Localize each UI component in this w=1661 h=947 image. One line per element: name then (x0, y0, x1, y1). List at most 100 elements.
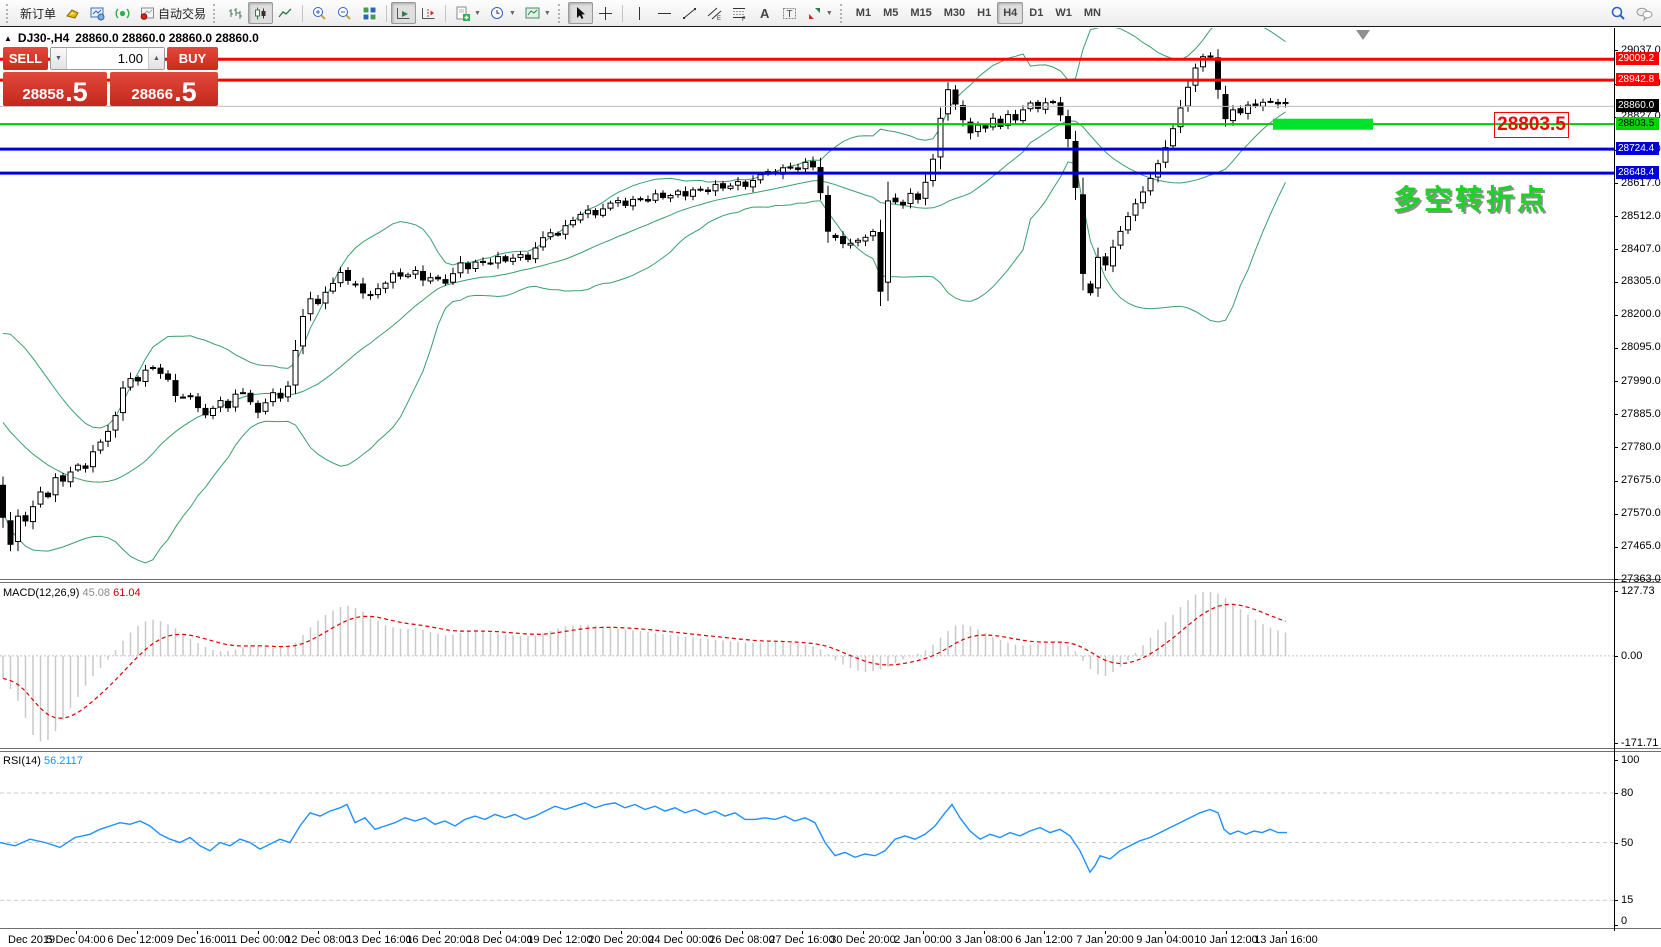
macd-bar (1127, 655, 1129, 661)
time-tick-mark (1105, 931, 1106, 934)
macd-bar (1112, 655, 1114, 672)
level-price-callout[interactable]: 28803.5 (1494, 112, 1569, 138)
timeframe-h4-button[interactable]: H4 (997, 2, 1024, 24)
periods-button[interactable]: ▼ (485, 2, 520, 24)
timeframe-mn-button[interactable]: MN (1078, 2, 1107, 24)
zoom-out-button[interactable] (332, 2, 357, 24)
sell-button[interactable]: SELL (3, 47, 48, 70)
toolbar-grip[interactable] (213, 3, 218, 23)
time-axis[interactable]: Dec 2019 5 Dec 04:00 6 Dec 12:00 9 Dec 16:0… (0, 931, 1661, 947)
macd-bar (932, 644, 934, 656)
panel-splitter[interactable] (0, 748, 1661, 752)
autotrading-button[interactable]: 自动交易 (135, 2, 210, 24)
candle (615, 200, 621, 204)
text-label-tool-button[interactable]: T (777, 2, 802, 24)
time-axis-label: 26 Dec 08:00 (709, 934, 775, 946)
candle (1147, 178, 1154, 192)
volume-decrease-button[interactable]: ▼ (51, 48, 67, 69)
price-tick-label: 28095.0 (1621, 341, 1661, 354)
timeframe-m15-button[interactable]: M15 (904, 2, 937, 24)
arrows-tool-button[interactable]: ▼ (802, 2, 837, 24)
candle (652, 193, 659, 201)
macd-tick-mark (1614, 655, 1618, 657)
text-tool-button[interactable]: A (752, 2, 777, 24)
macd-bar (242, 647, 244, 656)
candlestick-mode-button[interactable] (248, 2, 274, 24)
cursor-tool-button[interactable] (567, 2, 593, 24)
zoom-in-button[interactable] (307, 2, 332, 24)
indicators-button[interactable]: ▼ (450, 2, 485, 24)
candle (240, 392, 246, 395)
horizontal-line-tool-button[interactable] (652, 2, 677, 24)
toolbar-grip[interactable] (557, 3, 563, 23)
macd-bar (999, 640, 1002, 656)
macd-bar (534, 635, 537, 656)
collapse-panel-icon[interactable]: ▲ (4, 33, 12, 43)
toolbar-grip[interactable] (839, 3, 845, 23)
timeframe-w1-button[interactable]: W1 (1049, 2, 1078, 24)
gold-asset-icon-button[interactable] (60, 2, 85, 24)
turning-point-annotation[interactable]: 多空转折点 (1393, 184, 1549, 215)
bar-chart-mode-button[interactable] (223, 2, 248, 24)
symbol-header: ▲ DJ30-,H4 28860.0 28860.0 28860.0 28860… (4, 31, 259, 45)
chat-button[interactable] (1631, 2, 1658, 24)
price-axis[interactable]: 29037.028932.028827.028722.028617.028512… (1614, 0, 1661, 947)
candle (472, 261, 479, 270)
chart-window-icon-button[interactable] (85, 2, 110, 24)
tile-windows-button[interactable] (357, 2, 382, 24)
macd-bar (459, 632, 462, 656)
volume-stepper: ▼ 1.00 ▲ (50, 47, 165, 70)
fibonacci-tool-button[interactable]: F (727, 2, 752, 24)
candle (255, 402, 261, 413)
timeframe-h1-button[interactable]: H1 (971, 2, 997, 24)
equidistant-channel-tool-button[interactable]: E (702, 2, 727, 24)
buy-price-display[interactable]: 28866 .5 (110, 72, 218, 106)
candle (607, 202, 614, 209)
search-icon (1611, 6, 1625, 20)
crosshair-tool-button[interactable] (593, 2, 618, 24)
buy-price-pips: .5 (174, 77, 197, 107)
timeframe-m1-button[interactable]: M1 (850, 2, 877, 24)
macd-bar (1194, 594, 1197, 656)
signal-broadcast-icon-button[interactable] (110, 2, 135, 24)
trendline-tool-button[interactable] (677, 2, 702, 24)
timeframe-m5-button[interactable]: M5 (877, 2, 904, 24)
time-axis-label: 3 Jan 08:00 (955, 934, 1013, 946)
candle (315, 298, 321, 305)
vertical-line-tool-button[interactable] (627, 2, 652, 24)
cursor-arrow-icon (576, 6, 585, 19)
timeframe-m30-button[interactable]: M30 (938, 2, 971, 24)
time-axis-label: 10 Jan 12:00 (1194, 934, 1258, 946)
candle (930, 158, 936, 181)
panel-splitter[interactable] (0, 579, 1661, 583)
auto-scroll-button[interactable] (391, 2, 417, 24)
macd-bar (669, 635, 672, 656)
templates-button[interactable]: ▼ (520, 2, 555, 24)
macd-bar (632, 630, 634, 656)
macd-bar (437, 633, 439, 656)
price-tick-label: 28617.0 (1621, 176, 1661, 189)
time-axis-label: Dec 2019 (8, 934, 56, 946)
macd-bar (1187, 600, 1189, 656)
new-order-button[interactable]: 新订单 (16, 2, 60, 24)
macd-bar (1059, 642, 1062, 656)
chart-shift-button[interactable] (416, 2, 441, 24)
line-chart-mode-button[interactable] (273, 2, 298, 24)
macd-bar (167, 624, 169, 656)
macd-bar (399, 628, 402, 656)
buy-button[interactable]: BUY (167, 47, 218, 70)
toolbar-grip[interactable] (6, 3, 11, 23)
volume-value[interactable]: 1.00 (117, 51, 143, 66)
price-tick-label: 27363.0 (1621, 572, 1661, 585)
macd-bar (54, 655, 57, 732)
timeframe-d1-button[interactable]: D1 (1023, 2, 1049, 24)
rsi-panel-plot[interactable] (0, 752, 1614, 928)
chart-shift-marker-icon[interactable] (1356, 30, 1370, 40)
macd-panel-plot[interactable] (0, 584, 1614, 748)
sell-price-display[interactable]: 28858 .5 (3, 72, 107, 106)
candle (1012, 114, 1019, 121)
macd-bar (24, 655, 27, 718)
volume-increase-button[interactable]: ▲ (148, 48, 164, 69)
price-chart-plot[interactable] (0, 28, 1614, 581)
search-button[interactable] (1606, 2, 1631, 24)
